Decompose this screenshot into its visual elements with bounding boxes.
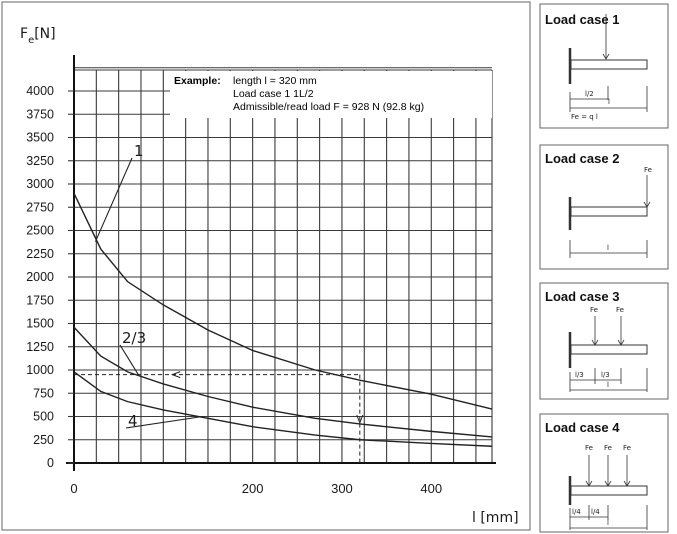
series-leader-4 — [125, 415, 203, 429]
load-case-3-card: Load case 3 Fe Fe l/3 l/3 l — [539, 282, 669, 400]
y-tick-label: 2250 — [26, 247, 54, 261]
y-tick-label: 1500 — [26, 317, 54, 331]
y-tick-label: 750 — [33, 386, 54, 400]
tick-layer: 4000375035003250300027502500225020001750… — [26, 84, 442, 496]
load-case-2-title: Load case 2 — [545, 151, 619, 166]
y-tick-label: 500 — [33, 410, 54, 424]
chart-frame — [1, 1, 531, 531]
load-case-4-dim-1: l/4 — [572, 508, 581, 516]
y-tick-label: 1750 — [26, 293, 54, 307]
load-case-4-card: Load case 4 Fe Fe Fe l/4 l/4 l — [539, 413, 669, 533]
y-axis-title: Fe[N] — [20, 26, 56, 46]
example-line-1: length l = 320 mm — [233, 75, 317, 87]
series-label-2-3: 2/3 — [122, 329, 146, 347]
load-case-3-dim-2: l/3 — [601, 371, 610, 379]
x-tick-label: 300 — [331, 481, 353, 496]
example-down-arrow-icon — [356, 414, 364, 425]
load-case-2-dim: l — [607, 244, 609, 252]
y-tick-label: 2500 — [26, 224, 54, 238]
series-label-1: 1 — [134, 142, 144, 160]
y-tick-label: 3750 — [26, 107, 54, 121]
load-case-4-force-1: Fe — [585, 444, 593, 452]
y-tick-label: 2000 — [26, 270, 54, 284]
load-case-2-card: Load case 2 Fe l — [539, 144, 669, 270]
series-curve-2-3 — [73, 326, 493, 438]
series-label-4: 4 — [128, 412, 138, 430]
y-tick-label: 4000 — [26, 84, 54, 98]
example-box: Example: length l = 320 mm Load case 1 1… — [170, 71, 492, 118]
x-axis-title: l [mm] — [472, 510, 519, 526]
y-tick-label: 3000 — [26, 177, 54, 191]
y-tick-label: 2750 — [26, 200, 54, 214]
series-leader-1 — [94, 157, 133, 242]
load-case-3-title: Load case 3 — [545, 289, 619, 304]
series-leader-2-3 — [119, 344, 139, 375]
y-tick-label: 250 — [33, 433, 54, 447]
load-case-4-force-2: Fe — [604, 444, 612, 452]
load-case-3-dim-full: l — [607, 381, 609, 389]
y-tick-label: 0 — [47, 456, 54, 470]
x-tick-label: 0 — [70, 481, 77, 496]
series-curve-4 — [73, 371, 493, 447]
load-case-1-dim-full: l — [608, 98, 610, 106]
example-line-3: Admissible/read load F = 928 N (92.8 kg) — [233, 101, 424, 113]
example-label: Example: — [174, 75, 221, 87]
load-case-3-force-2: Fe — [616, 306, 624, 314]
curve-layer: 1 2/3 4 — [73, 142, 493, 463]
y-tick-label: 3250 — [26, 154, 54, 168]
load-case-1-title: Load case 1 — [545, 12, 619, 27]
load-case-4-title: Load case 4 — [545, 420, 620, 435]
y-tick-label: 3500 — [26, 131, 54, 145]
load-case-4-force-3: Fe — [623, 444, 631, 452]
load-case-1-card: Load case 1 l/2 l Fe = q l — [539, 3, 669, 129]
load-case-2-force: Fe — [644, 166, 652, 174]
y-tick-label: 1000 — [26, 363, 54, 377]
load-case-3-force-1: Fe — [590, 306, 598, 314]
load-case-4-dim-full: l — [607, 519, 609, 527]
load-case-4-dim-2: l/4 — [591, 508, 600, 516]
load-case-3-dim-1: l/3 — [575, 371, 584, 379]
series-curve-1 — [73, 192, 493, 410]
load-case-1-note: Fe = q l — [571, 113, 598, 121]
x-tick-label: 200 — [242, 481, 264, 496]
y-tick-label: 1250 — [26, 340, 54, 354]
x-tick-label: 400 — [420, 481, 442, 496]
example-line-2: Load case 1 1L/2 — [233, 88, 314, 100]
example-arrow-icon — [170, 371, 181, 379]
load-case-1-dim-half: l/2 — [585, 90, 594, 98]
grid-layer — [66, 55, 496, 471]
